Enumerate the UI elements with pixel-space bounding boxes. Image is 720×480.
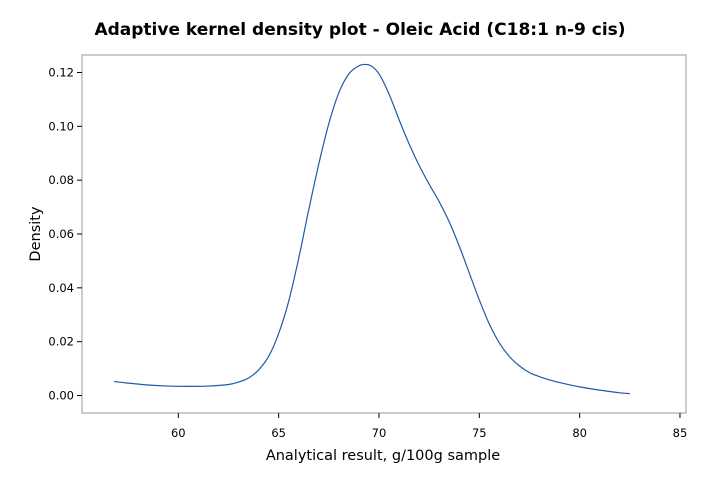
y-tick-label: 0.12 [48, 65, 74, 79]
x-tick-label: 85 [673, 426, 688, 440]
density-curve [114, 63, 630, 395]
y-tick-label: 0.06 [48, 227, 74, 241]
x-axis-ticks: 60 65 70 75 80 85 [171, 413, 687, 440]
y-tick-label: 0.02 [48, 335, 74, 349]
y-tick-label: 0.00 [48, 389, 74, 403]
x-tick-label: 70 [372, 426, 387, 440]
y-tick-label: 0.10 [48, 119, 74, 133]
x-tick-label: 75 [472, 426, 487, 440]
x-tick-label: 65 [271, 426, 286, 440]
y-tick-label: 0.08 [48, 173, 74, 187]
x-tick-label: 60 [171, 426, 186, 440]
y-axis-label: Density [28, 206, 44, 262]
x-tick-label: 80 [572, 426, 587, 440]
chart-title: Adaptive kernel density plot - Oleic Aci… [94, 20, 625, 40]
y-tick-label: 0.04 [48, 281, 74, 295]
y-axis-ticks: 0.00 0.02 0.04 0.06 0.08 0.10 0.12 [48, 65, 82, 403]
x-axis-label: Analytical result, g/100g sample [266, 448, 500, 464]
plot-frame [81, 54, 687, 414]
